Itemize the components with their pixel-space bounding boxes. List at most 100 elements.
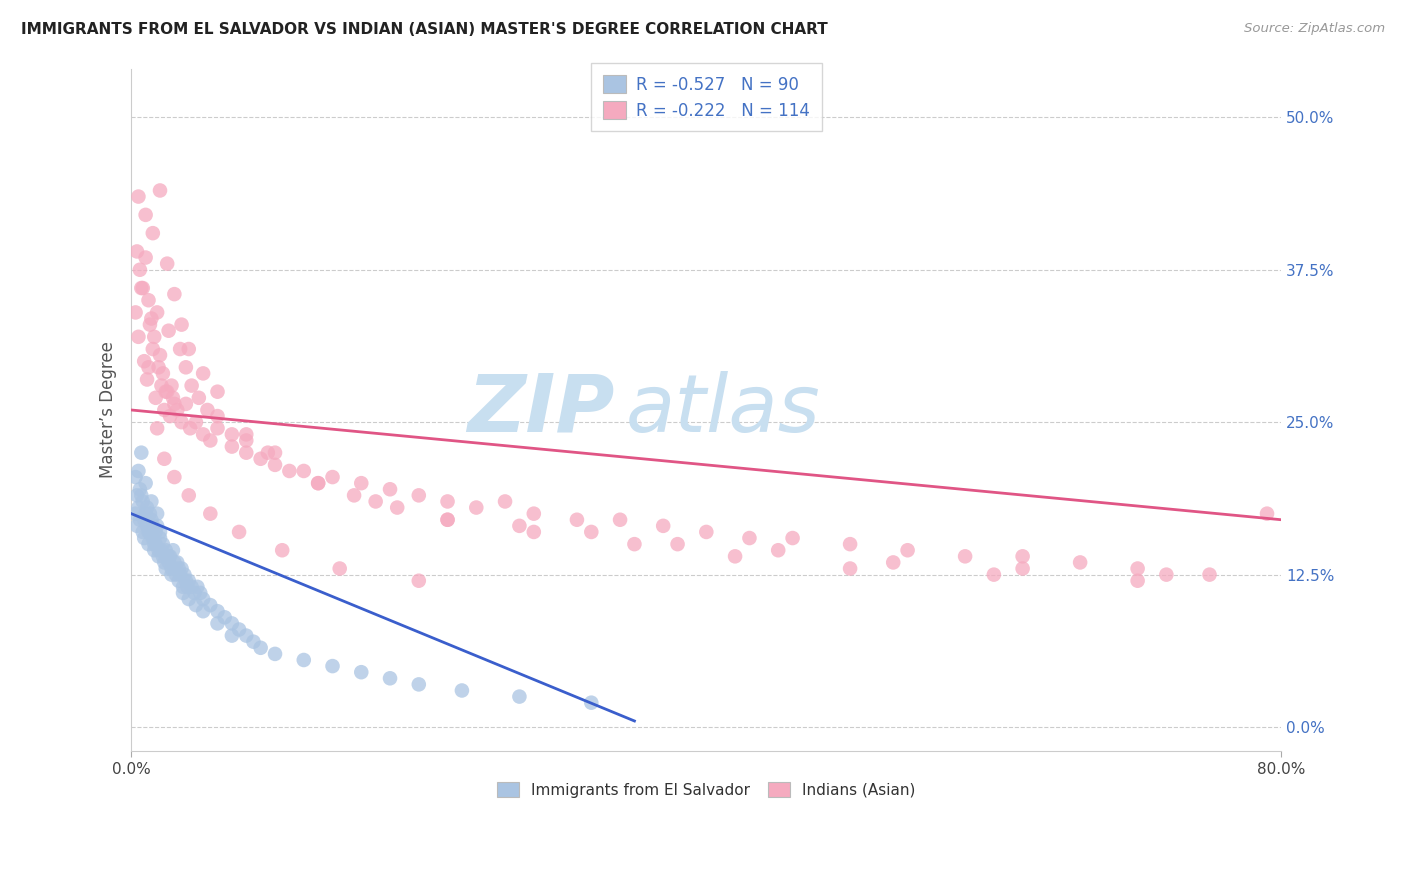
Point: [165, 567, 187, 582]
Point: [149, 184, 172, 198]
Point: [180, 580, 202, 594]
Point: [136, 500, 159, 515]
Point: [953, 549, 976, 564]
Point: [242, 634, 264, 648]
Point: [177, 574, 200, 588]
Point: [136, 372, 159, 386]
Point: [135, 476, 157, 491]
Point: [139, 507, 162, 521]
Point: [155, 561, 177, 575]
Point: [408, 677, 430, 691]
Point: [153, 556, 176, 570]
Point: [150, 378, 173, 392]
Point: [1156, 567, 1178, 582]
Point: [150, 543, 173, 558]
Point: [159, 409, 181, 423]
Point: [149, 348, 172, 362]
Point: [1069, 556, 1091, 570]
Point: [436, 494, 458, 508]
Point: [782, 531, 804, 545]
Point: [271, 543, 294, 558]
Point: [141, 513, 163, 527]
Point: [292, 464, 315, 478]
Point: [128, 482, 150, 496]
Point: [157, 549, 180, 564]
Point: [145, 537, 167, 551]
Point: [124, 470, 146, 484]
Point: [249, 451, 271, 466]
Point: [465, 500, 488, 515]
Point: [1126, 574, 1149, 588]
Point: [142, 342, 165, 356]
Point: [155, 543, 177, 558]
Point: [128, 513, 150, 527]
Point: [135, 507, 157, 521]
Point: [436, 513, 458, 527]
Text: Source: ZipAtlas.com: Source: ZipAtlas.com: [1244, 22, 1385, 36]
Point: [207, 616, 229, 631]
Point: [160, 567, 183, 582]
Point: [581, 524, 603, 539]
Point: [177, 342, 200, 356]
Point: [177, 488, 200, 502]
Point: [146, 519, 169, 533]
Point: [207, 421, 229, 435]
Point: [408, 488, 430, 502]
Point: [307, 476, 329, 491]
Point: [138, 537, 160, 551]
Point: [364, 494, 387, 508]
Point: [148, 360, 170, 375]
Point: [1256, 507, 1278, 521]
Point: [163, 287, 186, 301]
Point: [163, 556, 186, 570]
Point: [264, 458, 287, 472]
Point: [153, 403, 176, 417]
Point: [174, 574, 197, 588]
Point: [235, 445, 257, 459]
Point: [127, 464, 149, 478]
Point: [523, 524, 546, 539]
Point: [200, 598, 222, 612]
Point: [146, 421, 169, 435]
Point: [174, 360, 197, 375]
Point: [1011, 561, 1033, 575]
Point: [159, 549, 181, 564]
Point: [134, 354, 156, 368]
Point: [169, 342, 191, 356]
Point: [163, 561, 186, 575]
Point: [166, 403, 188, 417]
Point: [145, 524, 167, 539]
Point: [839, 537, 862, 551]
Point: [143, 543, 166, 558]
Point: [155, 384, 177, 399]
Point: [207, 384, 229, 399]
Point: [138, 360, 160, 375]
Y-axis label: Master’s Degree: Master’s Degree: [100, 342, 117, 478]
Point: [249, 640, 271, 655]
Point: [378, 671, 401, 685]
Point: [125, 519, 148, 533]
Point: [134, 513, 156, 527]
Point: [235, 427, 257, 442]
Point: [157, 556, 180, 570]
Point: [162, 391, 184, 405]
Point: [170, 415, 193, 429]
Point: [160, 561, 183, 575]
Point: [508, 690, 530, 704]
Point: [200, 434, 222, 448]
Point: [200, 507, 222, 521]
Point: [329, 561, 352, 575]
Point: [172, 580, 194, 594]
Point: [180, 378, 202, 392]
Point: [436, 513, 458, 527]
Point: [142, 531, 165, 545]
Point: [387, 500, 409, 515]
Point: [132, 524, 155, 539]
Point: [343, 488, 366, 502]
Point: [191, 604, 214, 618]
Point: [139, 318, 162, 332]
Point: [666, 537, 689, 551]
Point: [179, 421, 201, 435]
Point: [264, 647, 287, 661]
Point: [207, 604, 229, 618]
